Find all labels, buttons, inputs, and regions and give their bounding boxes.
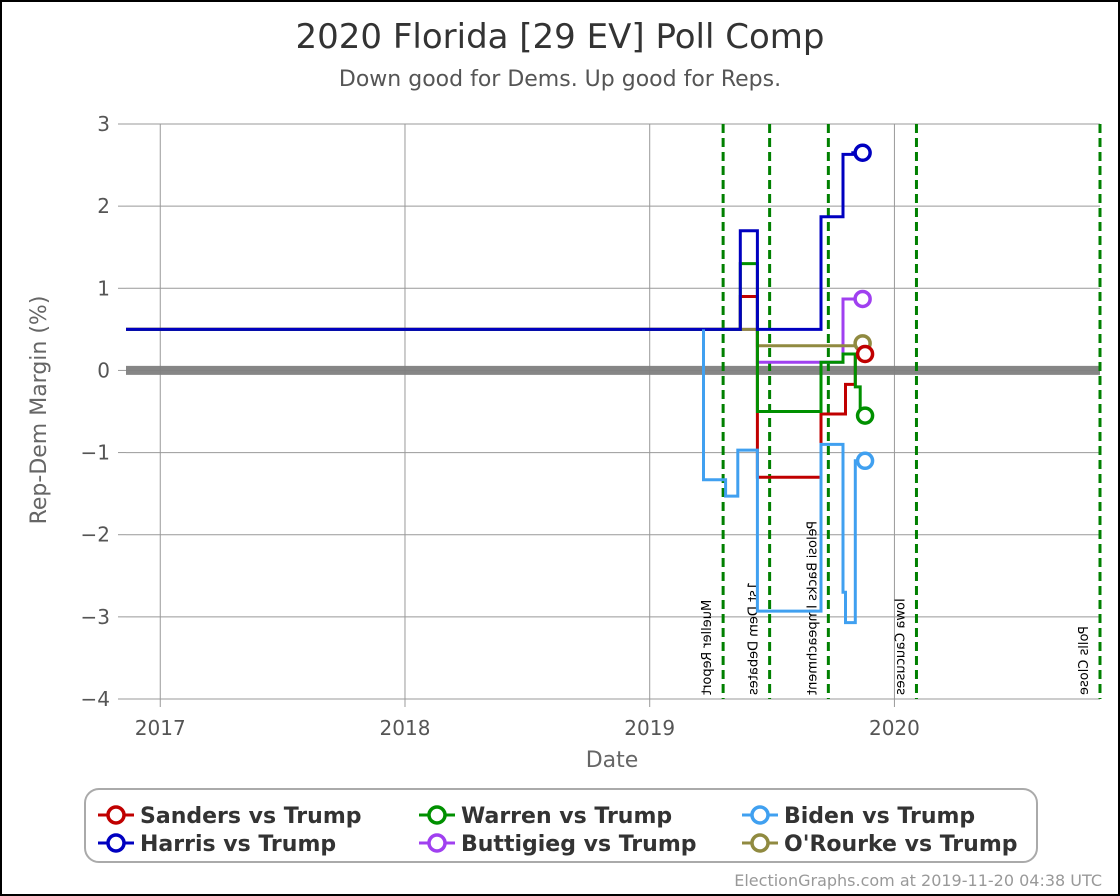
event-label: Iowa Caucuses [893, 598, 908, 695]
chart-subtitle: Down good for Dems. Up good for Reps. [339, 67, 781, 92]
series-endpoint [855, 451, 875, 471]
series-line [702, 329, 866, 625]
y-tick-label: 1 [97, 276, 110, 300]
series-lines [126, 143, 875, 625]
y-tick-label: −1 [81, 441, 110, 465]
series-endpoint [853, 289, 872, 309]
series-line [126, 262, 866, 418]
event-markers: Mueller Report 1st Dem Debates Pelosi Back… [700, 124, 1102, 699]
axes: 3 2 1 0 −1 −2 −3 −4 2017 2018 2019 2020 [81, 112, 920, 740]
event-label: Polls Close [1077, 626, 1092, 695]
legend-swatch-marker [750, 805, 770, 825]
series-endpoint [855, 344, 875, 364]
y-tick-label: 2 [97, 194, 110, 218]
legend-label: Sanders vs Trump [140, 804, 362, 829]
y-tick-label: 3 [97, 112, 110, 136]
x-tick-label: 2017 [135, 716, 186, 740]
legend: Sanders vs Trump Warren vs Trump Biden vs … [84, 788, 1038, 863]
x-axis-title: Date [586, 748, 639, 773]
y-tick-label: −2 [81, 523, 110, 547]
grid [126, 123, 1100, 700]
x-tick-label: 2018 [380, 716, 431, 740]
series-line [126, 151, 863, 331]
legend-label: Biden vs Trump [784, 804, 975, 829]
legend-label: O'Rourke vs Trump [784, 832, 1018, 857]
y-tick-label: −4 [81, 687, 110, 711]
event-label: Mueller Report [700, 600, 715, 695]
legend-swatch-marker [106, 833, 126, 853]
event-label: Pelosi Backs Impeachment [805, 521, 820, 695]
legend-swatch-marker [427, 805, 447, 825]
y-tick-label: −3 [81, 605, 110, 629]
x-tick-label: 2020 [869, 716, 920, 740]
y-axis-title: Rep-Dem Margin (%) [27, 296, 52, 525]
series-endpoint [855, 406, 875, 425]
footer-credit: ElectionGraphs.com at 2019-11-20 04:38 U… [734, 871, 1102, 890]
series-line [126, 327, 863, 348]
legend-swatch-marker [106, 805, 126, 825]
event-label: 1st Dem Debates [747, 582, 762, 695]
legend-swatch-marker [750, 833, 770, 853]
legend-label: Warren vs Trump [461, 804, 672, 829]
legend-box [84, 788, 1038, 863]
y-tick-label: 0 [97, 358, 110, 382]
x-tick-label: 2019 [624, 716, 675, 740]
legend-label: Buttigieg vs Trump [461, 832, 697, 857]
series-endpoint [853, 143, 872, 162]
chart-title: 2020 Florida [29 EV] Poll Comp [296, 17, 825, 57]
legend-swatch-marker [427, 833, 447, 853]
legend-label: Harris vs Trump [140, 832, 336, 857]
